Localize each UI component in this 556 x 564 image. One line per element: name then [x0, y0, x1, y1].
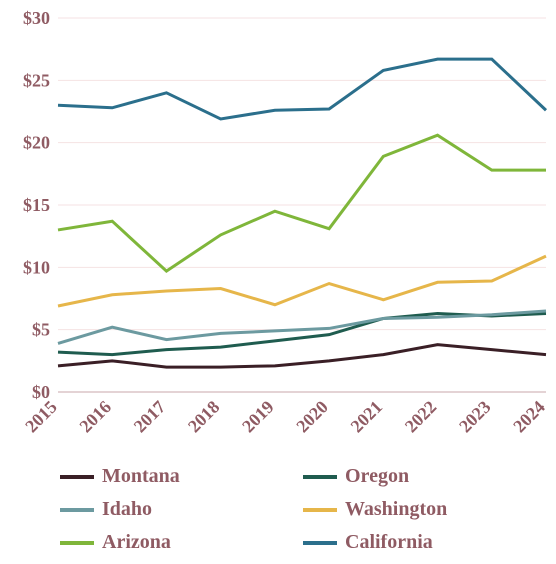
- x-axis-tick-label: 2022: [401, 397, 441, 437]
- legend-label: Idaho: [102, 498, 152, 521]
- x-axis-tick-label: 2020: [292, 397, 332, 437]
- x-axis-tick-label: 2021: [347, 397, 387, 437]
- legend-label: Oregon: [345, 465, 409, 488]
- x-axis-tick-label: 2024: [509, 397, 549, 437]
- y-axis-tick-label: $5: [32, 320, 50, 340]
- x-axis-tick-label: 2017: [130, 397, 170, 437]
- legend-swatch: [60, 475, 94, 479]
- series-line-montana: [58, 345, 546, 367]
- legend-item-california: California: [303, 531, 526, 554]
- legend-swatch: [303, 508, 337, 512]
- y-axis-tick-label: $20: [23, 133, 50, 153]
- x-axis-tick-label: 2018: [184, 397, 224, 437]
- legend-label: Arizona: [102, 531, 171, 554]
- series-line-california: [58, 59, 546, 119]
- x-axis-tick-label: 2019: [238, 397, 278, 437]
- legend-swatch: [303, 475, 337, 479]
- legend-item-oregon: Oregon: [303, 465, 526, 488]
- legend-swatch: [303, 541, 337, 545]
- legend-label: Montana: [102, 465, 180, 488]
- y-axis-tick-label: $30: [23, 8, 50, 28]
- series-line-arizona: [58, 135, 546, 271]
- legend-label: Washington: [345, 498, 447, 521]
- y-axis-tick-label: $15: [23, 195, 50, 215]
- legend-item-idaho: Idaho: [60, 498, 283, 521]
- y-axis-tick-label: $10: [23, 257, 50, 277]
- series-line-washington: [58, 256, 546, 306]
- line-chart: $0$5$10$15$20$25$30201520162017201820192…: [0, 0, 556, 564]
- x-axis-tick-label: 2016: [75, 397, 115, 437]
- x-axis-tick-label: 2015: [21, 397, 61, 437]
- legend-label: California: [345, 531, 433, 554]
- x-axis-tick-label: 2023: [455, 397, 495, 437]
- legend-swatch: [60, 508, 94, 512]
- legend-item-arizona: Arizona: [60, 531, 283, 554]
- legend-item-washington: Washington: [303, 498, 526, 521]
- y-axis-tick-label: $25: [23, 70, 50, 90]
- legend-item-montana: Montana: [60, 465, 283, 488]
- chart-legend: Montana Oregon Idaho Washington Arizona Calif…: [60, 465, 526, 554]
- legend-swatch: [60, 541, 94, 545]
